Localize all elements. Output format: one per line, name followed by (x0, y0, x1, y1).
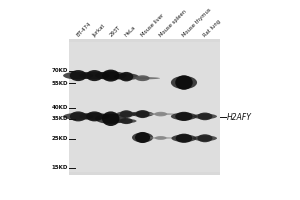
Ellipse shape (136, 75, 150, 81)
Ellipse shape (193, 114, 217, 119)
Ellipse shape (70, 70, 87, 81)
Ellipse shape (197, 113, 212, 120)
Ellipse shape (120, 110, 133, 118)
Ellipse shape (131, 111, 154, 117)
Bar (69, 39, 220, 175)
Text: 293T: 293T (108, 25, 121, 38)
Text: 55KD: 55KD (51, 81, 68, 86)
Ellipse shape (119, 72, 133, 81)
Ellipse shape (136, 110, 150, 118)
Text: Mouse spleen: Mouse spleen (158, 9, 188, 38)
Ellipse shape (120, 118, 133, 124)
Ellipse shape (175, 112, 193, 121)
Text: H2AFY: H2AFY (227, 113, 252, 122)
Ellipse shape (63, 72, 93, 79)
Ellipse shape (145, 113, 177, 115)
Text: Mouse liver: Mouse liver (140, 13, 165, 38)
Ellipse shape (125, 77, 160, 79)
Ellipse shape (102, 111, 119, 126)
Ellipse shape (95, 114, 126, 124)
Text: Mouse thymus: Mouse thymus (182, 7, 212, 38)
Ellipse shape (114, 73, 139, 80)
Ellipse shape (171, 135, 196, 142)
Ellipse shape (95, 71, 126, 80)
Text: Rat lung: Rat lung (202, 19, 222, 38)
Text: 40KD: 40KD (51, 105, 68, 110)
Ellipse shape (146, 137, 175, 139)
Ellipse shape (70, 111, 87, 121)
Text: 25KD: 25KD (51, 136, 68, 141)
Ellipse shape (154, 112, 167, 116)
Ellipse shape (63, 113, 93, 120)
Ellipse shape (116, 119, 136, 123)
Bar (69, 42, 220, 172)
Ellipse shape (135, 132, 150, 143)
Ellipse shape (193, 135, 217, 141)
Ellipse shape (80, 113, 110, 120)
Ellipse shape (155, 136, 167, 140)
Ellipse shape (102, 70, 119, 82)
Text: 70KD: 70KD (51, 68, 68, 73)
Ellipse shape (175, 75, 193, 90)
Ellipse shape (86, 111, 103, 121)
Text: 35KD: 35KD (51, 116, 68, 121)
Ellipse shape (171, 76, 197, 89)
Text: Jurkat: Jurkat (92, 23, 106, 38)
Ellipse shape (86, 70, 103, 81)
Ellipse shape (80, 72, 110, 79)
Ellipse shape (132, 133, 153, 142)
Ellipse shape (197, 134, 212, 142)
Text: BT-474: BT-474 (76, 21, 92, 38)
Ellipse shape (176, 134, 192, 143)
Text: 15KD: 15KD (51, 165, 68, 170)
Text: HeLa: HeLa (124, 25, 137, 38)
Ellipse shape (116, 111, 136, 117)
Ellipse shape (171, 113, 197, 120)
